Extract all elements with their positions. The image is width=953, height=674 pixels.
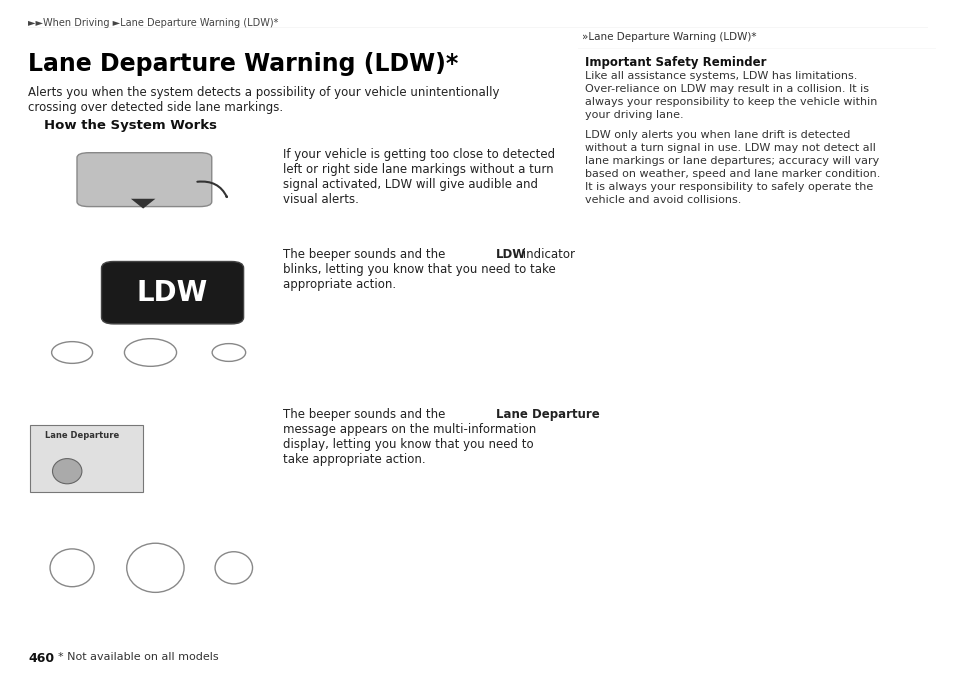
Text: without a turn signal in use. LDW may not detect all: without a turn signal in use. LDW may no…: [584, 143, 875, 153]
FancyBboxPatch shape: [77, 153, 212, 207]
Text: The beeper sounds and the: The beeper sounds and the: [283, 408, 449, 421]
Text: The beeper sounds and the: The beeper sounds and the: [283, 248, 449, 261]
Text: signal activated, LDW will give audible and: signal activated, LDW will give audible …: [283, 178, 537, 191]
Text: »Lane Departure Warning (LDW)*: »Lane Departure Warning (LDW)*: [581, 32, 756, 42]
Text: visual alerts.: visual alerts.: [283, 193, 358, 206]
Text: Models with multi-information display: Models with multi-information display: [30, 387, 215, 397]
FancyBboxPatch shape: [30, 425, 143, 492]
Text: Lane Departure: Lane Departure: [45, 431, 119, 440]
Text: 460: 460: [28, 652, 54, 665]
Text: Over-reliance on LDW may result in a collision. It is: Over-reliance on LDW may result in a col…: [584, 84, 868, 94]
Text: display, letting you know that you need to: display, letting you know that you need …: [283, 438, 533, 451]
Text: Lane Departure: Lane Departure: [496, 408, 599, 421]
Text: Driving: Driving: [939, 317, 949, 353]
FancyBboxPatch shape: [101, 262, 243, 324]
Text: Alerts you when the system detects a possibility of your vehicle unintentionally: Alerts you when the system detects a pos…: [28, 86, 499, 99]
Text: left or right side lane markings without a turn: left or right side lane markings without…: [283, 163, 553, 176]
Text: blinks, letting you know that you need to take: blinks, letting you know that you need t…: [283, 263, 556, 276]
Text: vehicle and avoid collisions.: vehicle and avoid collisions.: [584, 195, 740, 205]
Text: take appropriate action.: take appropriate action.: [283, 453, 425, 466]
Polygon shape: [131, 199, 155, 208]
Text: How the System Works: How the System Works: [44, 119, 216, 132]
Text: Models with information display: Models with information display: [286, 227, 441, 237]
Text: LDW: LDW: [137, 279, 208, 307]
Text: Models with multi-information display: Models with multi-information display: [286, 387, 470, 397]
Text: Models with information display: Models with information display: [30, 238, 187, 248]
FancyArrowPatch shape: [197, 181, 227, 197]
Text: crossing over detected side lane markings.: crossing over detected side lane marking…: [28, 101, 283, 114]
Text: It is always your responsibility to safely operate the: It is always your responsibility to safe…: [584, 182, 872, 192]
Text: LDW only alerts you when lane drift is detected: LDW only alerts you when lane drift is d…: [584, 130, 849, 140]
Text: message appears on the multi-information: message appears on the multi-information: [283, 423, 536, 436]
Text: Important Safety Reminder: Important Safety Reminder: [584, 56, 765, 69]
Text: Lane Departure Warning (LDW)*: Lane Departure Warning (LDW)*: [28, 52, 457, 76]
Text: ►►When Driving ►Lane Departure Warning (LDW)*: ►►When Driving ►Lane Departure Warning (…: [28, 18, 278, 28]
Circle shape: [52, 458, 82, 484]
Text: always your responsibility to keep the vehicle within: always your responsibility to keep the v…: [584, 97, 877, 107]
Text: indicator: indicator: [518, 248, 575, 261]
Text: LDW: LDW: [496, 248, 526, 261]
Text: based on weather, speed and lane marker condition.: based on weather, speed and lane marker …: [584, 169, 880, 179]
Text: lane markings or lane departures; accuracy will vary: lane markings or lane departures; accura…: [584, 156, 879, 166]
Text: Like all assistance systems, LDW has limitations.: Like all assistance systems, LDW has lim…: [584, 71, 857, 81]
Text: If your vehicle is getting too close to detected: If your vehicle is getting too close to …: [283, 148, 555, 161]
Text: * Not available on all models: * Not available on all models: [58, 652, 218, 662]
Text: appropriate action.: appropriate action.: [283, 278, 395, 291]
Text: your driving lane.: your driving lane.: [584, 110, 683, 120]
